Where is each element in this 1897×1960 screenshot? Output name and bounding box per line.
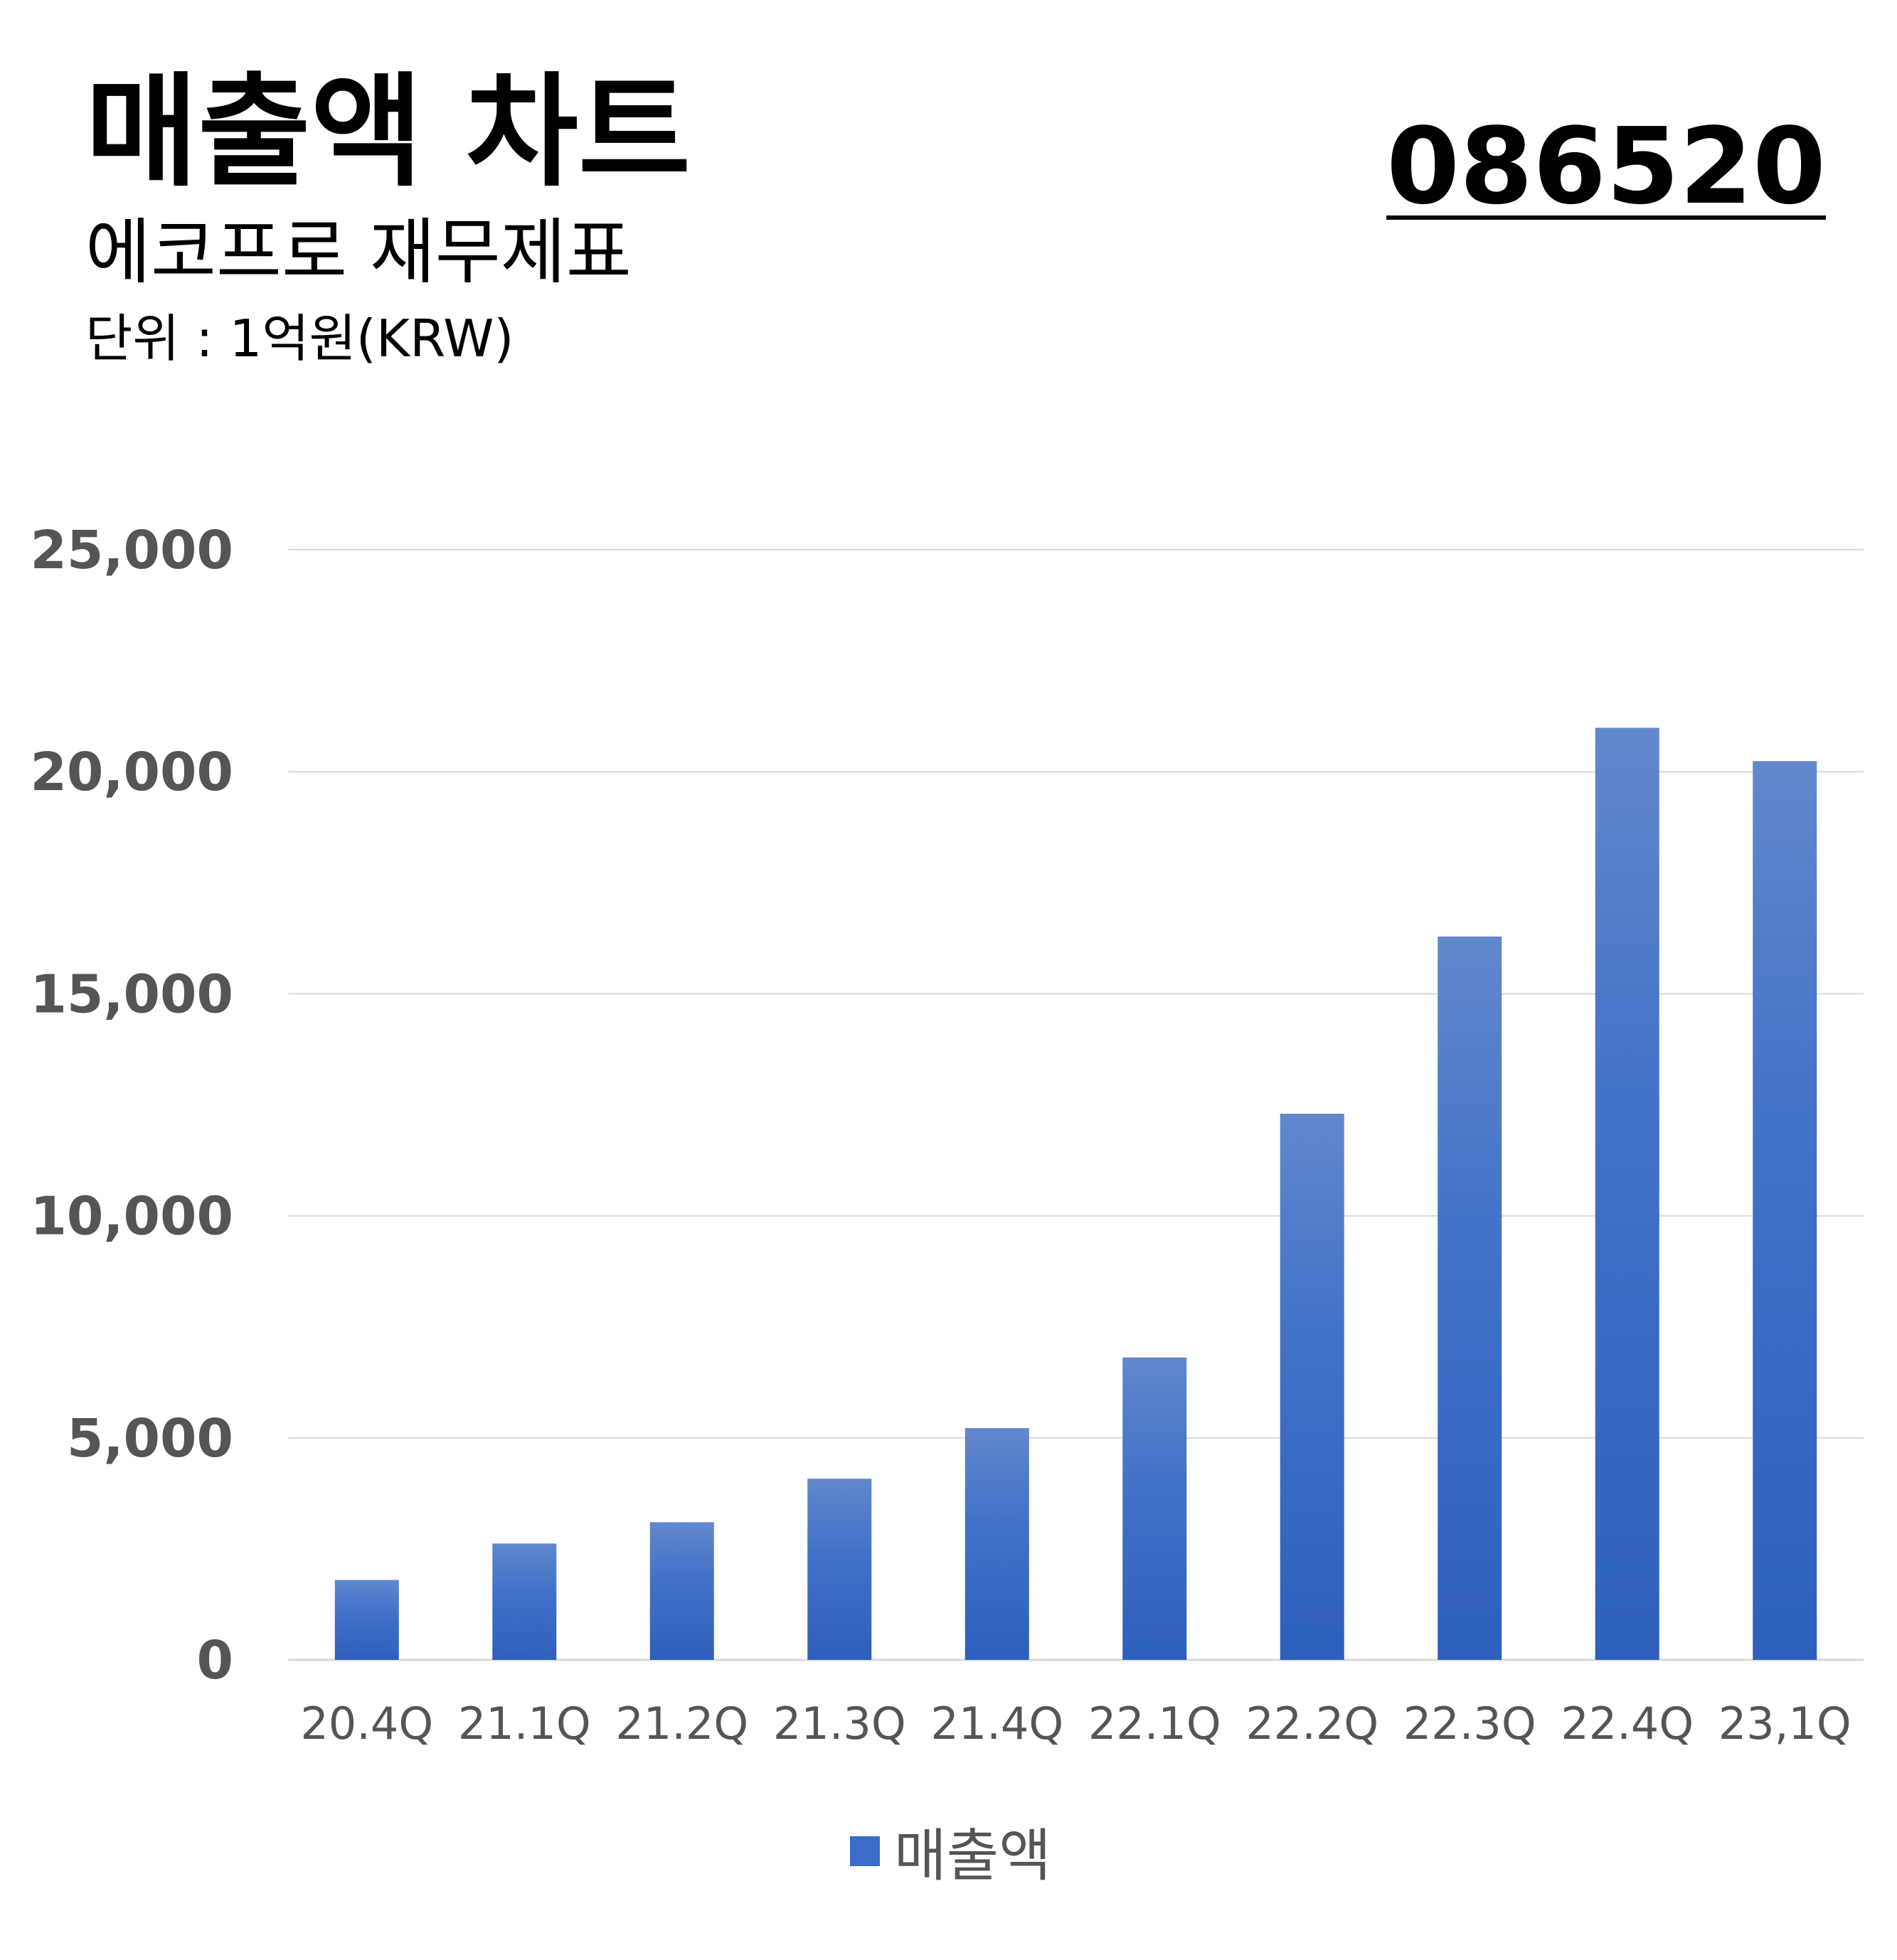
y-tick-label: 15,000: [30, 964, 233, 1025]
x-tick-label: 22.2Q: [1245, 1698, 1378, 1749]
y-tick-label: 20,000: [30, 742, 233, 803]
legend: 매출액: [850, 1810, 1051, 1892]
x-tick-label: 21.2Q: [615, 1698, 748, 1749]
x-axis-ticks: 20.4Q 21.1Q 21.2Q 21.3Q 21.4Q 22.1Q 22.2Q 22.3Q…: [300, 1698, 1851, 1749]
bar-21.4Q: [965, 1428, 1029, 1660]
x-tick-label: 22.3Q: [1403, 1698, 1536, 1749]
y-axis-ticks: 0 5,000 10,000 15,000 20,000 25,000: [30, 520, 233, 1691]
x-tick-label: 22.1Q: [1088, 1698, 1221, 1749]
bar-22.1Q: [1122, 1357, 1187, 1660]
bar-22.4Q: [1595, 728, 1659, 1660]
y-tick-label: 0: [197, 1630, 234, 1691]
x-tick-label: 22.4Q: [1561, 1698, 1694, 1749]
bar-20.4Q: [334, 1580, 399, 1660]
bar-21.2Q: [649, 1522, 714, 1660]
x-tick-label: 23,1Q: [1718, 1698, 1851, 1749]
bar-22.2Q: [1280, 1113, 1344, 1660]
chart-subtitle: 에코프로 재무제표: [85, 211, 632, 294]
unit-label: 단위 : 1억원(KRW): [85, 309, 514, 368]
bar-23,1Q: [1753, 761, 1817, 1660]
bars: [334, 728, 1817, 1660]
y-tick-label: 25,000: [30, 520, 233, 581]
bar-22.3Q: [1438, 936, 1502, 1660]
bar-21.1Q: [492, 1543, 557, 1660]
x-tick-label: 20.4Q: [300, 1698, 433, 1749]
chart-title: 매출액 차트: [85, 60, 691, 203]
legend-swatch: [850, 1836, 880, 1866]
x-tick-label: 21.4Q: [930, 1698, 1063, 1749]
y-tick-label: 5,000: [67, 1408, 233, 1469]
x-tick-label: 21.3Q: [773, 1698, 906, 1749]
x-tick-label: 21.1Q: [458, 1698, 591, 1749]
legend-label: 매출액: [894, 1823, 1051, 1889]
bar-21.3Q: [807, 1479, 872, 1660]
stock-code: 086520: [1386, 105, 1826, 228]
y-tick-label: 10,000: [30, 1186, 233, 1247]
